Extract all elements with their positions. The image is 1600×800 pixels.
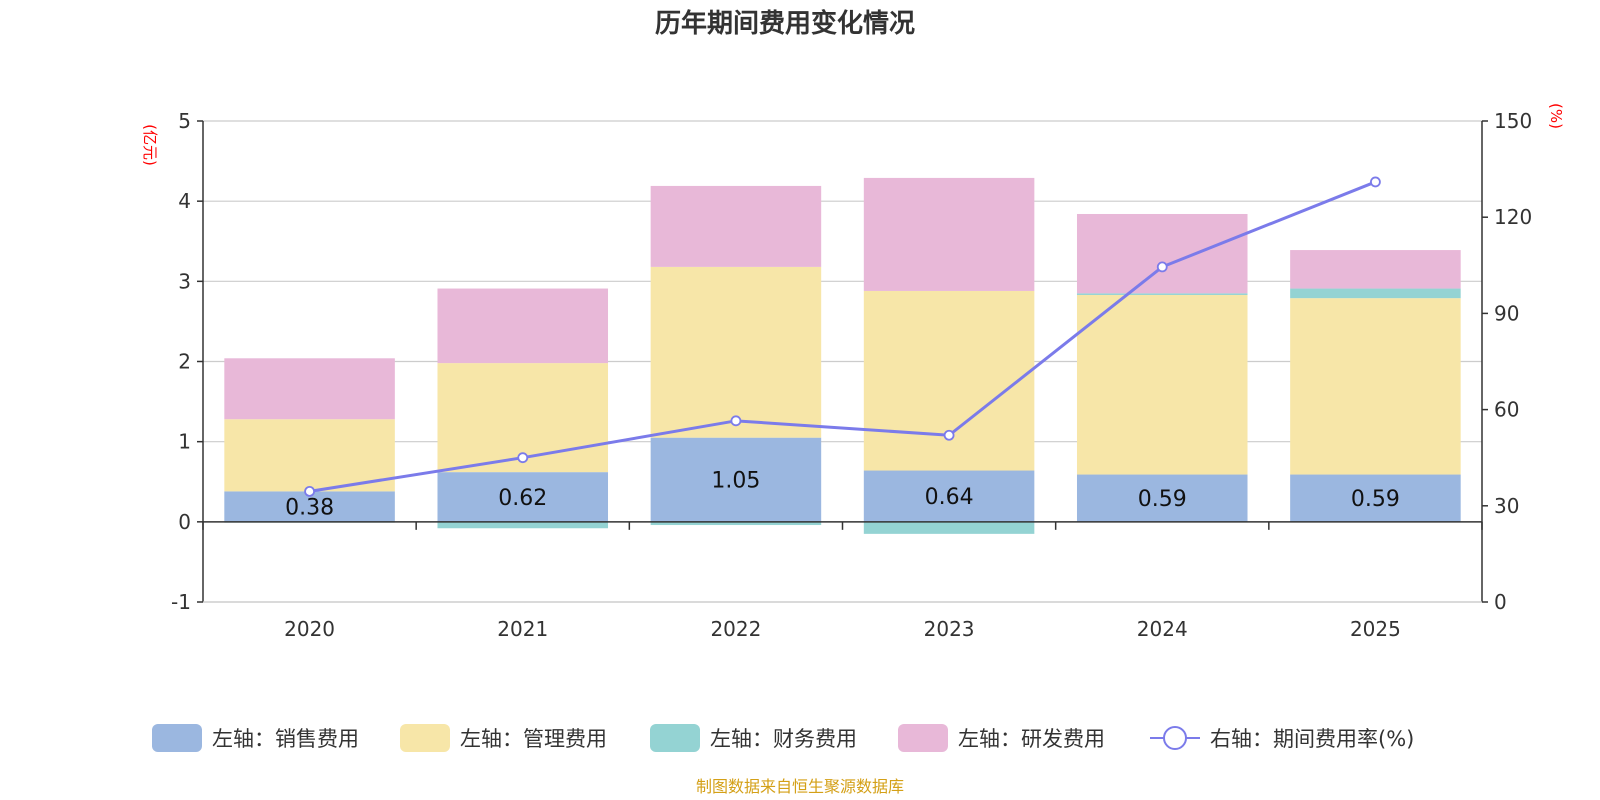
rate-point bbox=[304, 485, 315, 497]
bar-segment bbox=[1076, 294, 1248, 475]
left-axis-tick-label: 4 bbox=[178, 189, 191, 213]
legend-marker bbox=[1163, 726, 1187, 750]
rate-line bbox=[309, 180, 1376, 493]
bar-segment bbox=[863, 177, 1035, 291]
bar-segment bbox=[863, 521, 1035, 534]
x-axis-tick-label: 2024 bbox=[1137, 617, 1188, 641]
legend-label: 左轴：研发费用 bbox=[958, 727, 1105, 751]
bar-segment bbox=[1290, 298, 1461, 475]
bar-segment bbox=[863, 470, 1035, 522]
bar-value-label: 0.64 bbox=[925, 485, 974, 510]
rate-point bbox=[943, 429, 955, 441]
legend-item[interactable]: 左轴：财务费用 bbox=[650, 724, 857, 752]
bar-segment bbox=[1290, 474, 1461, 522]
legend-item[interactable]: 左轴：销售费用 bbox=[152, 724, 359, 752]
x-axis-tick-label: 2025 bbox=[1350, 617, 1401, 641]
chart-title: 历年期间费用变化情况 bbox=[655, 8, 915, 39]
bar-value-label: 0.38 bbox=[285, 496, 334, 521]
bar-segment bbox=[863, 290, 1035, 471]
legend-swatch bbox=[152, 724, 202, 752]
legend-item[interactable]: 右轴：期间费用率(%) bbox=[1150, 726, 1414, 751]
bar-segment bbox=[1290, 250, 1461, 289]
bar-segment bbox=[650, 437, 822, 522]
x-axis-tick-label: 2020 bbox=[284, 617, 335, 641]
x-axis-tick-label: 2021 bbox=[497, 617, 548, 641]
x-axis-tick-label: 2023 bbox=[924, 617, 975, 641]
bar-segment bbox=[1076, 474, 1248, 522]
bar-value-label: 0.62 bbox=[498, 486, 547, 511]
right-axis-tick-label: 0 bbox=[1494, 590, 1507, 614]
bar-segment bbox=[1076, 293, 1248, 295]
right-axis-unit: (%) bbox=[1547, 103, 1565, 129]
legend-item[interactable]: 左轴：管理费用 bbox=[400, 724, 607, 752]
bar-segment bbox=[437, 472, 609, 522]
left-axis-tick-label: 2 bbox=[178, 350, 191, 374]
bar-value-label: 0.59 bbox=[1138, 487, 1187, 512]
axes: -1 0 1 2 3 4 5 0 30 60 90 120 150 2020 2021 2022 2023 202… bbox=[171, 109, 1532, 641]
bar-segment bbox=[1076, 213, 1248, 294]
legend-item[interactable]: 左轴：研发费用 bbox=[898, 724, 1105, 752]
bar-segment bbox=[224, 419, 395, 492]
line-series bbox=[304, 176, 1381, 497]
left-axis-tick-label: 5 bbox=[178, 109, 191, 133]
bar-value-label: 1.05 bbox=[711, 469, 760, 494]
legend-swatch bbox=[898, 724, 948, 752]
right-axis-tick-label: 90 bbox=[1494, 301, 1519, 325]
rate-point bbox=[517, 452, 529, 464]
legend-label: 左轴：销售费用 bbox=[212, 727, 359, 751]
left-axis-tick-label: 0 bbox=[178, 510, 191, 534]
legend-label: 左轴：财务费用 bbox=[710, 727, 857, 751]
bar-segment bbox=[437, 288, 609, 364]
right-axis-tick-label: 120 bbox=[1494, 205, 1532, 229]
bar-segment bbox=[1290, 288, 1461, 299]
legend-swatch bbox=[400, 724, 450, 752]
right-axis-tick-label: 30 bbox=[1494, 494, 1519, 518]
data-source-note: 制图数据来自恒生聚源数据库 bbox=[696, 777, 904, 796]
right-axis-tick-label: 150 bbox=[1494, 109, 1532, 133]
bar-data-labels: 0.38 0.62 1.05 0.64 0.59 0.59 bbox=[285, 469, 1400, 521]
rate-point bbox=[1370, 176, 1381, 188]
left-axis-tick-label: 3 bbox=[178, 269, 191, 293]
rate-point bbox=[1156, 261, 1168, 273]
bar-value-label: 0.59 bbox=[1351, 487, 1400, 512]
bar-segment bbox=[650, 185, 822, 267]
bar-segment bbox=[437, 521, 609, 529]
legend-swatch bbox=[650, 724, 700, 752]
left-axis-tick-label: -1 bbox=[171, 590, 191, 614]
x-axis-tick-label: 2022 bbox=[710, 617, 761, 641]
legend-label: 右轴：期间费用率(%) bbox=[1210, 727, 1414, 751]
left-axis-unit: (亿元) bbox=[141, 124, 159, 166]
bar-segment bbox=[650, 521, 822, 526]
rate-point bbox=[730, 415, 742, 427]
bar-segment bbox=[224, 358, 395, 420]
left-axis-tick-label: 1 bbox=[178, 430, 191, 454]
bar-segment bbox=[650, 266, 822, 438]
right-axis-tick-label: 60 bbox=[1494, 398, 1519, 422]
legend[interactable]: 左轴：销售费用 左轴：管理费用 左轴：财务费用 左轴：研发费用 右轴：期间费用率(%) bbox=[152, 724, 1414, 752]
legend-label: 左轴：管理费用 bbox=[460, 727, 607, 751]
bar-series bbox=[224, 177, 1461, 534]
